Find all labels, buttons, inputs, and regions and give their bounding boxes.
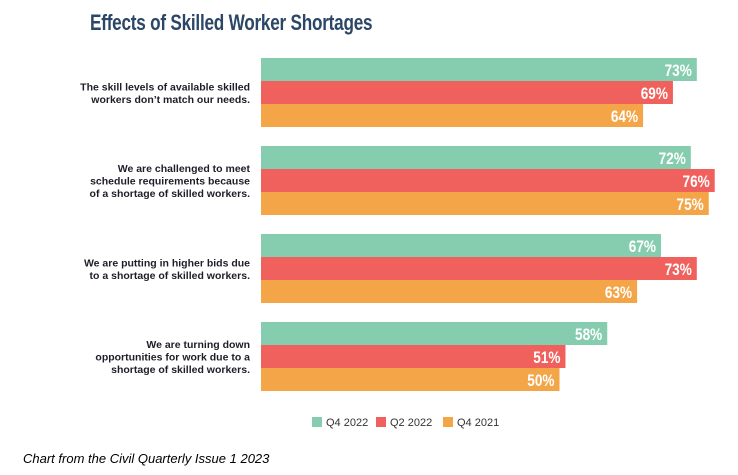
data-label: 69%	[641, 85, 668, 104]
chart-caption: Chart from the Civil Quarterly Issue 1 2…	[23, 451, 270, 466]
category-label: We are challenged to meet schedule requir…	[90, 163, 251, 200]
legend-swatch	[443, 417, 453, 427]
legend-label: Q2 2022	[390, 417, 432, 429]
data-label: 50%	[527, 372, 554, 391]
data-label: 73%	[665, 261, 692, 280]
bar	[261, 81, 673, 104]
bar	[261, 345, 566, 368]
data-label: 75%	[677, 196, 704, 215]
legend-label: Q4 2021	[457, 417, 499, 429]
legend-swatch	[376, 417, 386, 427]
bar	[261, 322, 608, 345]
data-label: 67%	[629, 238, 656, 257]
chart-title: Effects of Skilled Worker Shortages	[90, 10, 373, 35]
bar	[261, 257, 697, 280]
data-label: 73%	[665, 62, 692, 81]
category-label: We are putting in higher bids due to a sh…	[84, 257, 250, 282]
data-label: 72%	[659, 150, 686, 169]
data-label: 51%	[533, 349, 560, 368]
bar	[261, 280, 638, 303]
data-label: 76%	[683, 173, 710, 192]
bar	[261, 234, 661, 257]
bar	[261, 368, 560, 391]
data-label: 63%	[605, 284, 632, 303]
data-label: 58%	[575, 326, 602, 345]
bar	[261, 58, 697, 81]
bar	[261, 104, 644, 127]
bar	[261, 192, 709, 215]
legend-swatch	[312, 417, 322, 427]
data-label: 64%	[611, 108, 638, 127]
bar	[261, 169, 715, 192]
category-label: The skill levels of available skilled wor…	[80, 81, 250, 106]
legend-label: Q4 2022	[326, 417, 368, 429]
category-label: We are turning down opportunities for wor…	[95, 339, 250, 376]
bar	[261, 146, 691, 169]
